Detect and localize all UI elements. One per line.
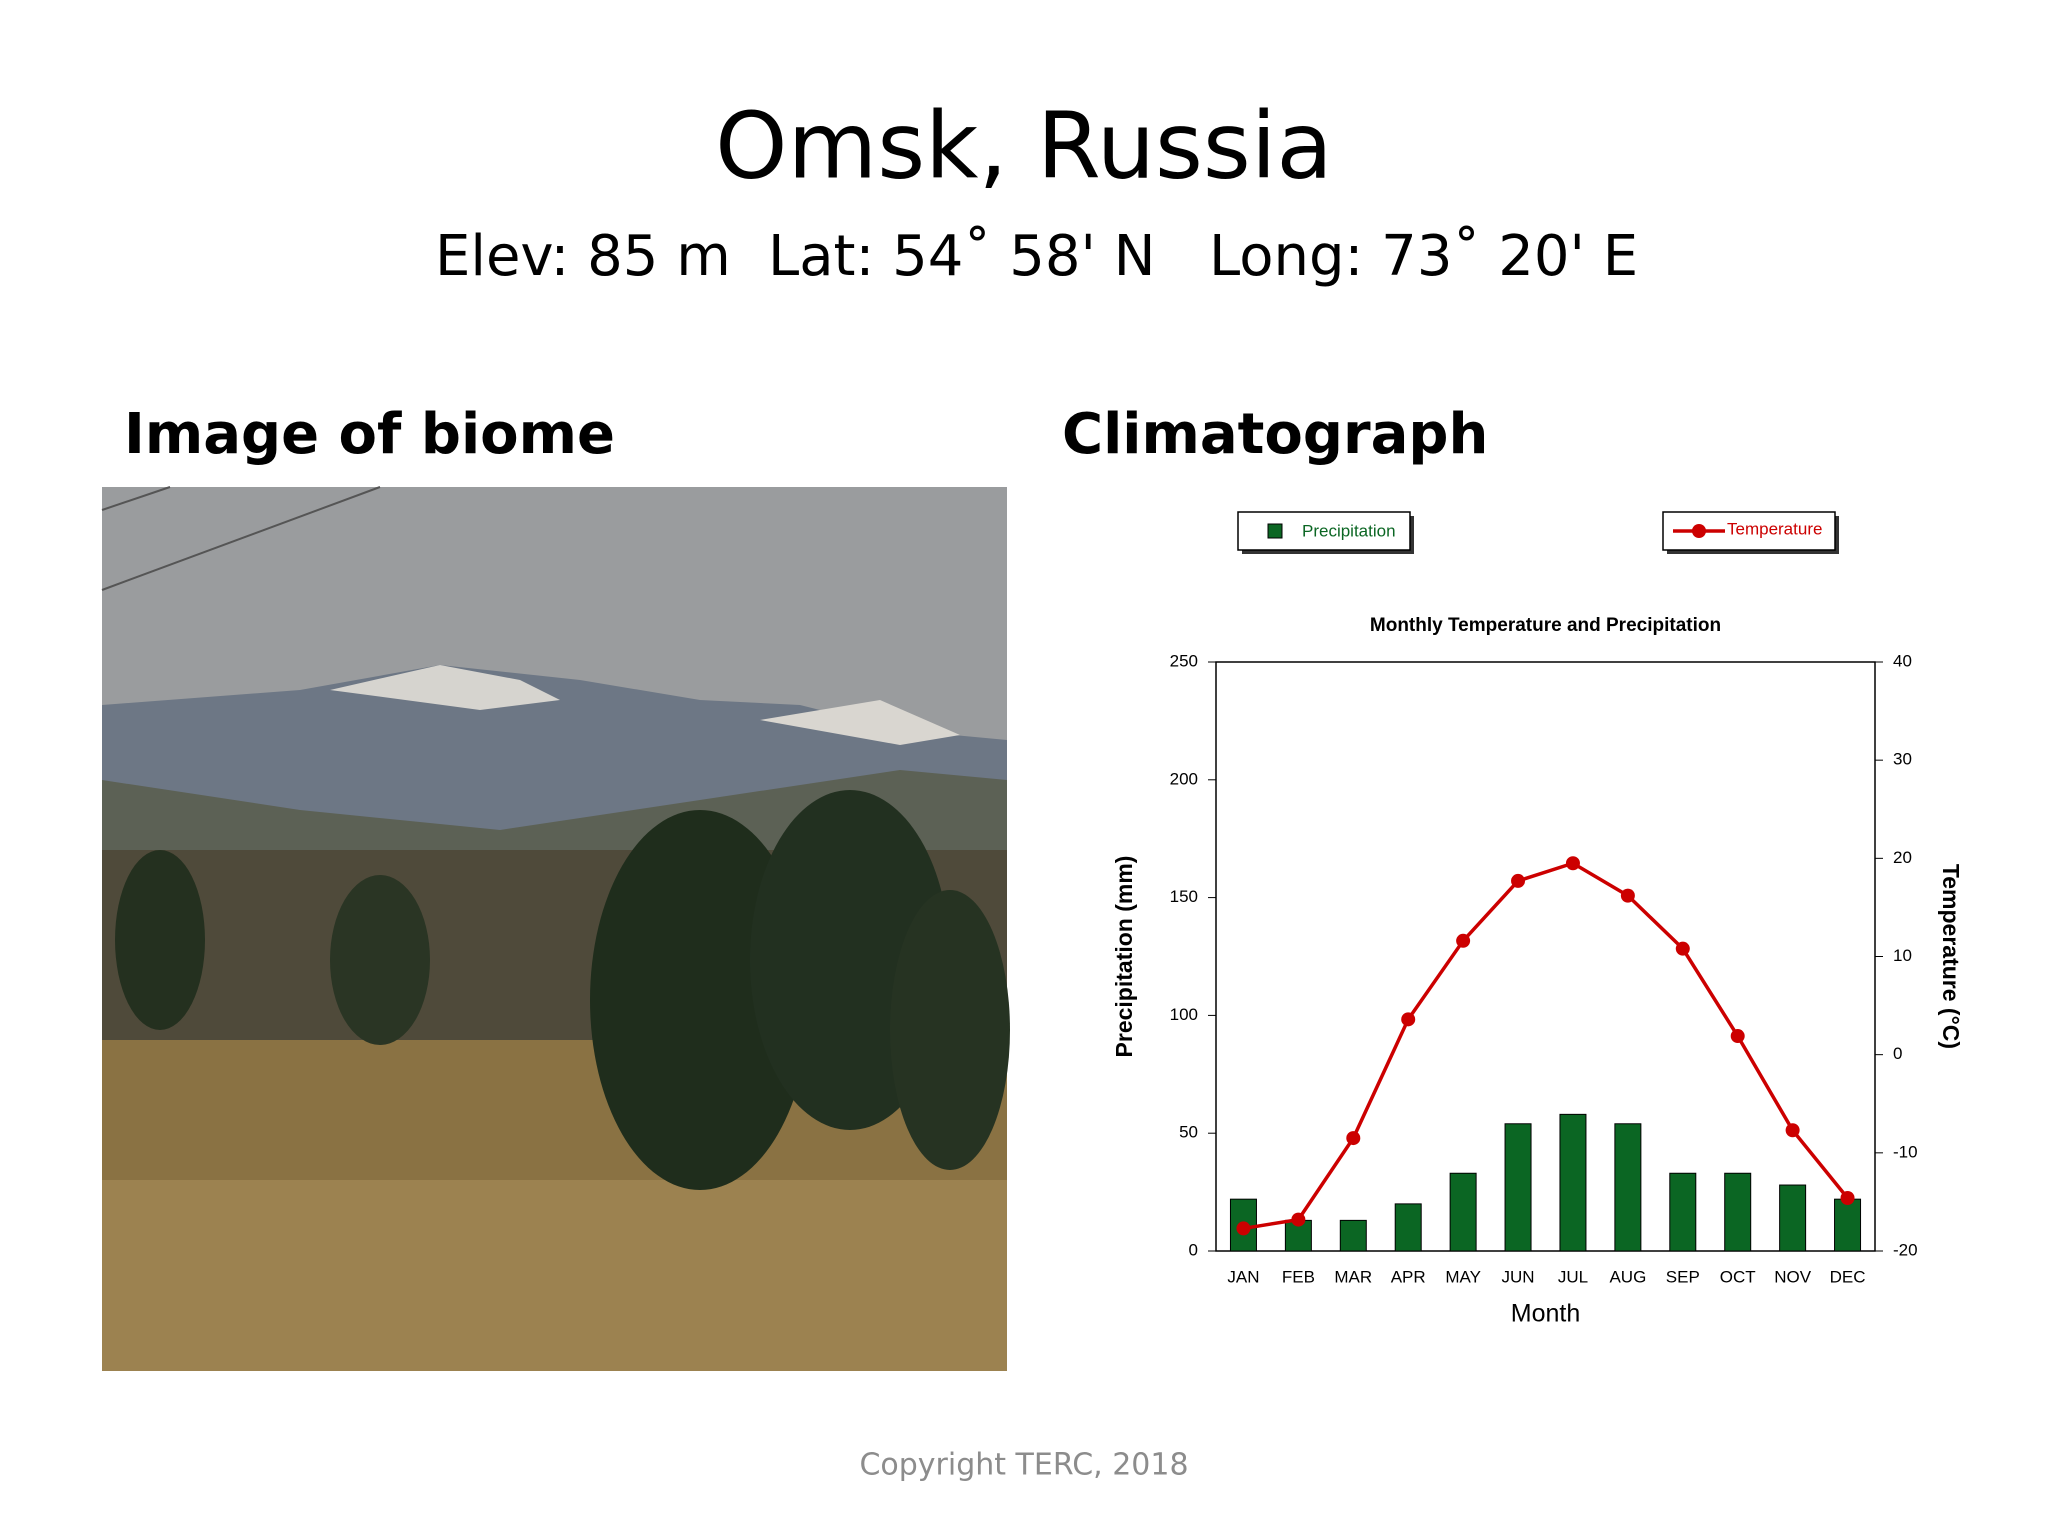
x-axis-label: Month <box>1511 1300 1580 1328</box>
bar <box>1834 1198 1862 1252</box>
legend-marker <box>1267 523 1283 539</box>
temperature-point <box>1401 1012 1416 1027</box>
x-tick-label: NOV <box>1774 1267 1812 1286</box>
legend-marker <box>1692 524 1706 538</box>
bar <box>1559 1113 1587 1252</box>
y2-tick-label: -10 <box>1893 1142 1918 1161</box>
x-tick-label: OCT <box>1720 1267 1756 1286</box>
temperature-point <box>1840 1190 1855 1205</box>
y2-tick-label: 20 <box>1893 848 1912 867</box>
y-tick-label: 100 <box>1170 1005 1198 1024</box>
temperature-point <box>1620 888 1635 903</box>
y-tick-label: 250 <box>1170 651 1198 670</box>
chart-title: Monthly Temperature and Precipitation <box>1370 615 1721 636</box>
bar <box>1504 1123 1532 1252</box>
y2-tick-label: -20 <box>1893 1240 1918 1259</box>
y2-tick-label: 30 <box>1893 750 1912 769</box>
y2-tick-label: 0 <box>1893 1044 1902 1063</box>
legend-label: Precipitation <box>1302 521 1396 540</box>
x-tick-label: MAY <box>1445 1267 1481 1286</box>
x-tick-label: JAN <box>1227 1267 1259 1286</box>
bar <box>1779 1184 1807 1252</box>
longitude: Long: 73˚ 20' E <box>1209 224 1638 289</box>
elevation: Elev: 85 m <box>435 224 731 289</box>
bar <box>1394 1203 1422 1252</box>
temperature-line <box>1243 861 1849 1231</box>
copyright: Copyright TERC, 2018 <box>859 1448 1188 1483</box>
y-axis-label: Precipitation (mm) <box>1111 856 1137 1058</box>
x-tick-label: APR <box>1391 1267 1426 1286</box>
legend-label: Temperature <box>1727 519 1822 538</box>
temperature-point <box>1291 1212 1306 1227</box>
x-tick-label: AUG <box>1609 1267 1646 1286</box>
temperature-point <box>1346 1131 1361 1146</box>
biome-photo <box>101 486 1010 1371</box>
temperature-point <box>1565 856 1580 871</box>
legend-box <box>1237 511 1411 551</box>
chart-heading: Climatograph <box>1062 402 1488 467</box>
plot-frame <box>1215 661 1876 1252</box>
climatograph: Monthly Temperature and Precipitation 0 50… <box>1111 511 1964 1328</box>
y2-tick-label: 40 <box>1893 651 1912 670</box>
image-heading: Image of biome <box>124 402 615 467</box>
x-tick-label: MAR <box>1334 1267 1372 1286</box>
bar <box>1669 1172 1697 1252</box>
x-tick-label: DEC <box>1830 1267 1866 1286</box>
y-tick-label: 200 <box>1170 769 1198 788</box>
bar <box>1449 1172 1477 1252</box>
bar <box>1724 1172 1752 1252</box>
bar <box>1614 1123 1642 1252</box>
temperature-point <box>1456 933 1471 948</box>
y-tick-label: 0 <box>1189 1240 1198 1259</box>
y2-tick-label: 10 <box>1893 946 1912 965</box>
y2-axis-label: Temperature (°C) <box>1938 864 1964 1049</box>
latitude: Lat: 54˚ 58' N <box>768 224 1156 289</box>
temperature-point <box>1675 941 1690 956</box>
temperature-point <box>1236 1221 1251 1236</box>
x-tick-label: SEP <box>1666 1267 1700 1286</box>
x-tick-label: JUN <box>1502 1267 1535 1286</box>
y-tick-label: 150 <box>1170 887 1198 906</box>
y-tick-label: 50 <box>1179 1123 1198 1142</box>
temperature-point <box>1730 1029 1745 1044</box>
slide-title: Omsk, Russia <box>715 92 1333 199</box>
temperature-point <box>1785 1123 1800 1138</box>
x-tick-label: FEB <box>1282 1267 1315 1286</box>
x-tick-label: JUL <box>1558 1267 1588 1286</box>
bar <box>1339 1219 1367 1252</box>
temperature-point <box>1511 873 1526 888</box>
